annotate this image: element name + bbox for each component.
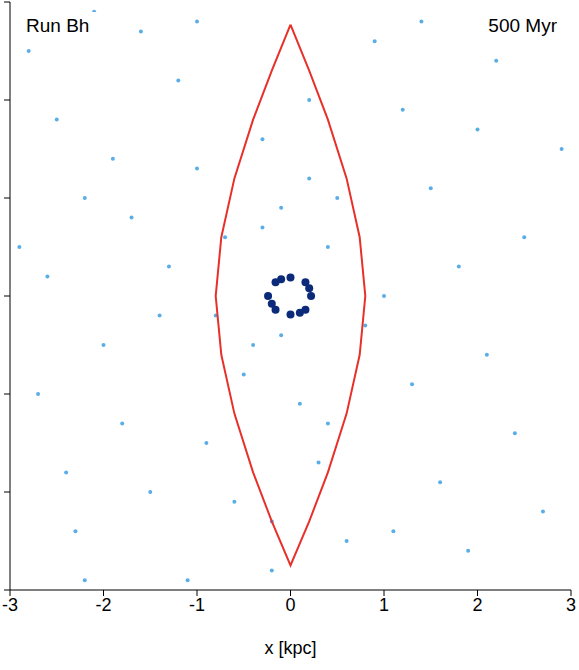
svg-text:2: 2 xyxy=(472,595,482,615)
svg-text:x [kpc]: x [kpc] xyxy=(264,638,316,658)
html-text:Run Bh: Run Bh xyxy=(26,15,90,36)
svg-text:1: 1 xyxy=(379,595,389,615)
svg-text:-2: -2 xyxy=(95,595,111,615)
svg-text:-3: -3 xyxy=(2,595,18,615)
svg-text:3: 3 xyxy=(566,595,576,615)
svg-text:-1: -1 xyxy=(189,595,205,615)
svg-text:0: 0 xyxy=(285,595,295,615)
html-text:500 Myr: 500 Myr xyxy=(488,15,557,36)
